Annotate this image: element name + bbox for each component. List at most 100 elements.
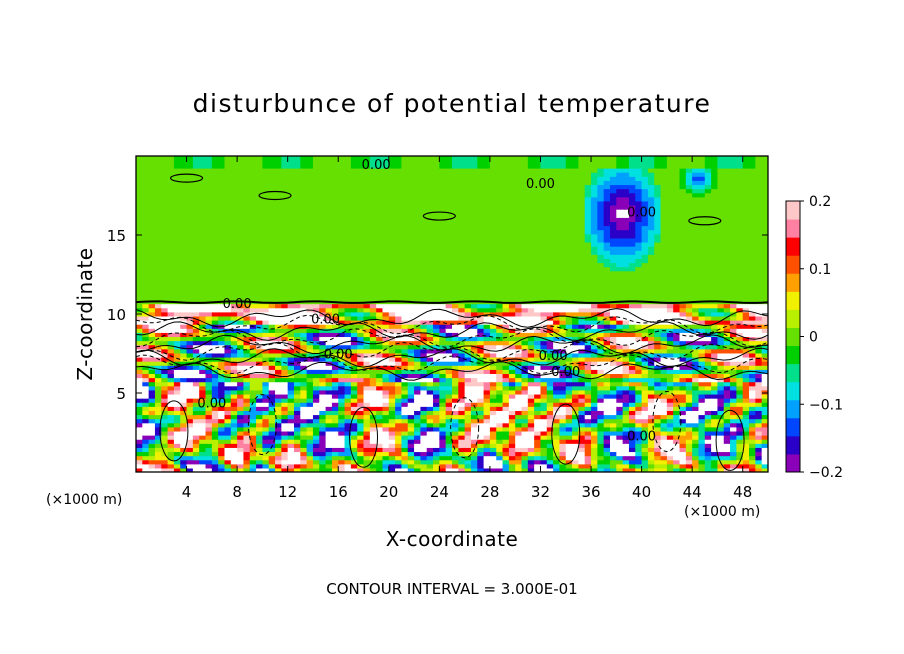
field-cell (445, 398, 453, 403)
field-cell (407, 385, 415, 391)
field-cell (205, 291, 213, 296)
field-cell (161, 246, 169, 251)
field-cell (502, 439, 510, 444)
field-cell (344, 180, 352, 186)
field-cell (142, 295, 150, 301)
field-cell (154, 463, 162, 469)
field-cell (414, 287, 421, 292)
field-cell (395, 237, 403, 243)
field-cell (268, 250, 276, 255)
field-cell (414, 213, 421, 218)
field-cell (300, 328, 308, 333)
field-cell (350, 168, 358, 173)
field-cell (142, 204, 150, 210)
field-cell (477, 217, 485, 223)
field-cell (401, 467, 409, 472)
field-cell (294, 274, 301, 280)
field-cell (395, 332, 403, 338)
field-cell (433, 200, 440, 206)
field-cell (205, 439, 213, 444)
field-cell (534, 213, 542, 218)
field-cell (350, 361, 358, 366)
field-cell (211, 422, 219, 428)
field-cell (508, 163, 516, 169)
field-cell (230, 192, 238, 198)
field-cell (205, 459, 213, 465)
field-cell (142, 254, 150, 259)
field-cell (344, 246, 352, 251)
field-cell (350, 274, 358, 280)
field-cell (281, 422, 289, 428)
field-cell (237, 229, 245, 235)
field-cell (464, 430, 472, 436)
field-cell (312, 241, 320, 247)
field-cell (496, 430, 504, 436)
field-cell (502, 262, 510, 268)
field-cell (445, 324, 453, 329)
field-cell (502, 447, 510, 453)
field-cell (414, 217, 421, 223)
field-cell (243, 254, 251, 259)
field-cell (439, 398, 447, 403)
field-cell (445, 373, 453, 379)
field-cell (452, 356, 459, 362)
field-cell (515, 463, 523, 469)
field-cell (325, 443, 333, 448)
field-cell (521, 262, 529, 268)
field-cell (426, 274, 434, 280)
field-cell (376, 320, 384, 325)
field-cell (407, 451, 415, 457)
field-cell (439, 278, 447, 284)
field-cell (483, 233, 491, 239)
field-cell (521, 274, 529, 280)
field-cell (331, 356, 339, 362)
field-cell (300, 385, 308, 391)
field-cell (306, 274, 314, 280)
field-cell (205, 373, 213, 379)
field-cell (186, 274, 194, 280)
field-cell (249, 159, 257, 165)
field-cell (167, 389, 175, 395)
field-cell (344, 192, 352, 198)
field-cell (464, 402, 472, 407)
field-cell (243, 439, 251, 444)
field-cell (439, 340, 447, 346)
field-cell (199, 213, 207, 218)
field-cell (256, 398, 263, 403)
field-cell (464, 246, 472, 251)
field-cell (420, 467, 428, 472)
field-cell (350, 365, 358, 370)
field-cell (161, 430, 169, 436)
field-cell (325, 328, 333, 333)
field-cell (407, 225, 415, 231)
field-cell (470, 250, 478, 255)
field-cell (161, 328, 169, 333)
field-cell (186, 328, 194, 333)
field-cell (262, 221, 270, 227)
field-cell (508, 332, 516, 338)
field-cell (426, 447, 434, 453)
field-cell (192, 229, 200, 235)
field-cell (256, 156, 263, 161)
field-cell (458, 381, 466, 387)
field-cell (218, 418, 226, 424)
field-cell (237, 266, 245, 272)
field-cell (382, 237, 390, 243)
field-cell (161, 303, 169, 309)
field-cell (534, 373, 542, 379)
field-cell (515, 209, 523, 214)
field-cell (287, 418, 295, 424)
field-cell (388, 159, 396, 165)
field-cell (230, 377, 238, 383)
field-cell (262, 188, 270, 194)
field-cell (136, 283, 143, 288)
field-cell (230, 430, 238, 436)
field-cell (508, 274, 516, 280)
field-cell (331, 270, 339, 276)
field-cell (173, 435, 181, 440)
field-cell (363, 163, 371, 169)
field-cell (154, 254, 162, 259)
field-cell (527, 377, 535, 383)
field-cell (458, 443, 466, 448)
field-cell (142, 393, 150, 399)
